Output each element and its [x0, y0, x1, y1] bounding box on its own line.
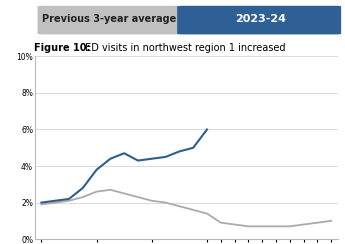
Text: Figure 10:: Figure 10:: [34, 43, 91, 53]
FancyBboxPatch shape: [177, 6, 341, 34]
FancyBboxPatch shape: [38, 6, 180, 34]
Text: 2023-24: 2023-24: [235, 14, 286, 24]
Text: ED visits in northwest region 1 increased: ED visits in northwest region 1 increase…: [81, 43, 285, 53]
Text: Previous 3-year average: Previous 3-year average: [42, 14, 176, 24]
